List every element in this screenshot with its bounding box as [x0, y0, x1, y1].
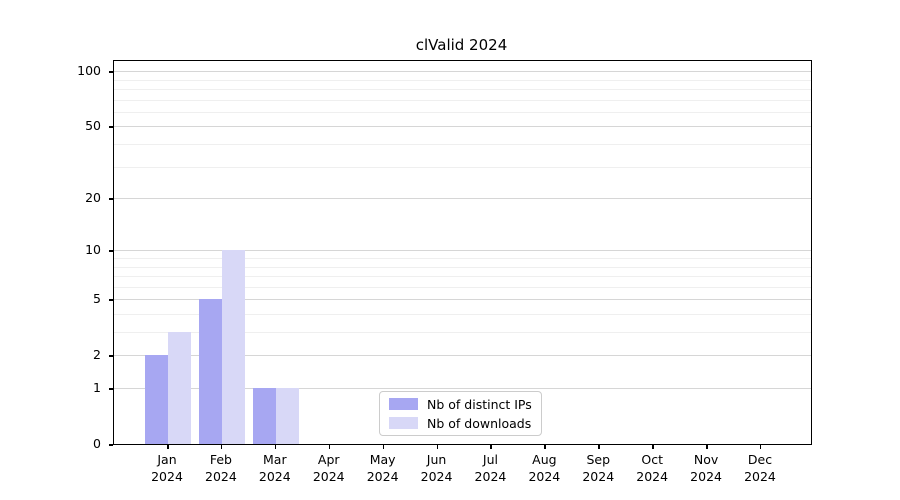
- major-gridline: [114, 388, 811, 389]
- y-tick-label: 1: [93, 380, 101, 395]
- x-tick-mark: [274, 444, 277, 449]
- y-tick-mark: [109, 71, 113, 73]
- legend-swatch-downloads: [389, 417, 418, 429]
- y-tick-label: 10: [85, 242, 101, 258]
- x-tick-mark: [652, 444, 654, 449]
- y-tick-mark: [109, 388, 113, 390]
- plot-area: [113, 60, 812, 445]
- x-tick-mark: [220, 444, 223, 449]
- minor-gridline: [114, 144, 811, 146]
- x-tick-label-jul: Jul 2024: [474, 452, 507, 484]
- bar-distinct-ips: [145, 355, 168, 444]
- y-tick-mark: [109, 126, 113, 128]
- minor-gridline: [114, 89, 811, 91]
- minor-gridline: [114, 266, 811, 268]
- y-tick-label: 0: [93, 436, 101, 451]
- x-tick-mark: [382, 444, 385, 449]
- y-tick-mark: [109, 299, 113, 301]
- y-tick-label: 50: [85, 118, 101, 134]
- legend: Nb of distinct IPs Nb of downloads: [379, 391, 542, 436]
- major-gridline: [114, 355, 811, 357]
- y-tick-label: 20: [85, 190, 101, 206]
- x-tick-label-sep: Sep 2024: [582, 452, 615, 484]
- minor-gridline: [114, 111, 811, 113]
- bar-downloads: [221, 250, 245, 444]
- x-tick-label-aug: Aug 2024: [528, 452, 561, 484]
- major-gridline: [114, 198, 811, 200]
- minor-gridline: [114, 332, 811, 334]
- y-tick-label: 2: [93, 347, 101, 363]
- major-gridline: [114, 250, 811, 252]
- x-tick-label-mar: Mar 2024: [258, 452, 291, 484]
- major-gridline: [114, 126, 811, 128]
- legend-label-downloads: Nb of downloads: [427, 415, 532, 431]
- major-gridline: [114, 299, 811, 301]
- y-tick-label: 5: [93, 291, 101, 307]
- x-tick-mark: [598, 444, 600, 449]
- x-tick-label-jun: Jun 2024: [420, 452, 453, 484]
- x-tick-mark: [490, 444, 492, 449]
- minor-gridline: [114, 258, 811, 259]
- y-tick-label: 100: [77, 63, 101, 79]
- x-tick-label-nov: Nov 2024: [690, 452, 722, 484]
- y-tick-mark: [109, 444, 113, 446]
- x-tick-mark: [759, 444, 762, 449]
- x-tick-label-feb: Feb 2024: [205, 452, 237, 484]
- x-tick-mark: [544, 444, 546, 449]
- legend-swatch-distinct-ips: [389, 398, 418, 410]
- x-tick-label-dec: Dec 2024: [744, 452, 776, 484]
- y-tick-mark: [109, 355, 113, 357]
- legend-label-distinct-ips: Nb of distinct IPs: [427, 396, 532, 412]
- bar-distinct-ips: [198, 299, 222, 444]
- minor-gridline: [114, 79, 811, 81]
- minor-gridline: [114, 166, 811, 168]
- y-tick-mark: [109, 250, 113, 252]
- x-tick-mark: [328, 444, 331, 449]
- legend-row-downloads: Nb of downloads: [389, 416, 541, 431]
- x-tick-mark: [436, 444, 439, 449]
- legend-row-distinct-ips: Nb of distinct IPs: [389, 397, 541, 412]
- x-tick-mark: [167, 444, 169, 449]
- x-tick-label-oct: Oct 2024: [636, 452, 669, 484]
- major-gridline: [114, 71, 811, 73]
- bar-distinct-ips: [252, 388, 276, 444]
- x-tick-label-apr: Apr 2024: [312, 452, 345, 484]
- x-tick-label-may: May 2024: [366, 452, 399, 484]
- minor-gridline: [114, 313, 811, 315]
- chart-title: clValid 2024: [415, 36, 508, 54]
- bar-downloads: [168, 332, 191, 444]
- minor-gridline: [114, 99, 811, 101]
- y-tick-mark: [109, 198, 113, 200]
- x-tick-label-jan: Jan 2024: [151, 452, 183, 484]
- minor-gridline: [114, 286, 811, 288]
- bar-downloads: [275, 388, 299, 444]
- x-tick-mark: [706, 444, 708, 449]
- minor-gridline: [114, 276, 811, 278]
